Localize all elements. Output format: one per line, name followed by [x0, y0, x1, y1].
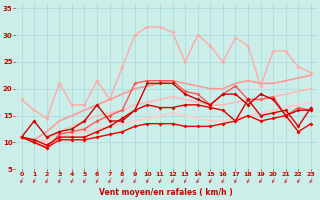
X-axis label: Vent moyen/en rafales ( km/h ): Vent moyen/en rafales ( km/h )	[100, 188, 233, 197]
